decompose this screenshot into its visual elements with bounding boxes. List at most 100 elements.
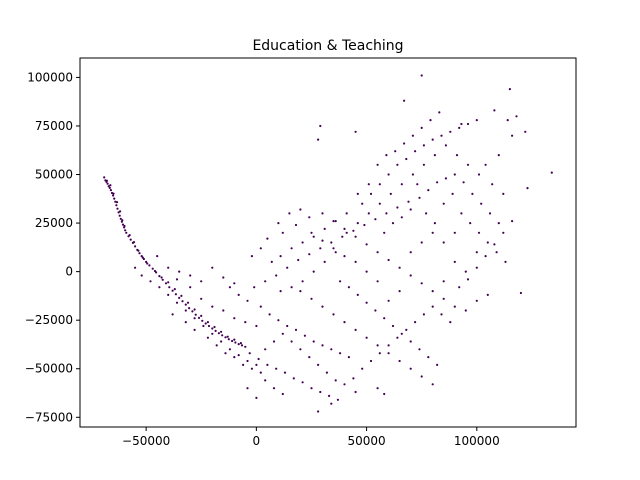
- data-point: [279, 290, 282, 293]
- data-point: [396, 336, 399, 339]
- data-point: [167, 293, 170, 296]
- data-point: [409, 208, 412, 211]
- data-point: [422, 163, 425, 166]
- data-point: [429, 119, 432, 122]
- data-point: [453, 260, 456, 263]
- data-point: [378, 183, 381, 186]
- data-point: [119, 217, 122, 220]
- plot-area-frame: [79, 57, 577, 428]
- data-point: [193, 317, 196, 320]
- data-point: [376, 344, 379, 347]
- data-point: [202, 324, 205, 328]
- data-point: [345, 231, 348, 234]
- data-point: [116, 207, 119, 210]
- data-point: [115, 201, 119, 204]
- data-points: [103, 74, 553, 413]
- data-point: [383, 231, 386, 234]
- data-point: [224, 336, 227, 339]
- data-point: [310, 387, 313, 390]
- data-point: [475, 251, 478, 254]
- y-tick-label: −25000: [25, 313, 73, 327]
- data-point: [317, 410, 320, 413]
- data-point: [493, 109, 496, 112]
- y-tick-label: 0: [65, 265, 73, 279]
- data-point: [354, 235, 357, 238]
- data-point: [396, 206, 399, 209]
- data-point: [420, 126, 423, 129]
- data-point: [436, 363, 439, 366]
- data-point: [451, 192, 454, 195]
- data-point: [171, 289, 174, 292]
- data-point: [486, 293, 489, 296]
- data-point: [228, 286, 231, 289]
- data-point: [365, 270, 368, 273]
- data-point: [141, 256, 144, 259]
- data-point: [264, 280, 267, 283]
- data-point: [491, 183, 494, 186]
- data-point: [246, 387, 249, 390]
- data-point: [224, 352, 227, 355]
- data-point: [453, 173, 456, 176]
- data-point: [121, 223, 125, 226]
- data-point: [268, 313, 271, 316]
- data-point: [411, 173, 414, 176]
- data-point: [109, 184, 112, 187]
- data-point: [484, 163, 487, 166]
- data-point: [361, 367, 364, 370]
- data-point: [385, 154, 388, 157]
- data-point: [398, 359, 401, 363]
- data-point: [160, 276, 163, 279]
- data-point: [341, 235, 344, 238]
- data-point: [200, 280, 203, 283]
- data-point: [436, 181, 439, 184]
- data-point: [189, 286, 192, 289]
- data-point: [178, 296, 181, 299]
- data-point: [323, 227, 326, 230]
- data-point: [158, 275, 161, 278]
- data-point: [206, 321, 209, 324]
- data-point: [114, 200, 117, 203]
- data-point: [440, 134, 443, 137]
- data-point: [186, 301, 190, 304]
- data-point: [387, 173, 390, 176]
- data-point: [167, 281, 170, 284]
- x-tick-label: −50000: [122, 434, 170, 448]
- data-point: [425, 212, 428, 215]
- data-point: [477, 173, 481, 176]
- data-point: [475, 119, 478, 122]
- data-point: [444, 177, 447, 180]
- data-point: [405, 157, 408, 161]
- data-point: [308, 216, 311, 219]
- data-point: [453, 305, 456, 308]
- data-point: [387, 344, 390, 347]
- data-point: [469, 222, 472, 225]
- data-point: [504, 260, 507, 263]
- data-point: [149, 280, 152, 283]
- data-point: [121, 219, 124, 222]
- data-point: [442, 297, 445, 300]
- data-point: [431, 138, 434, 141]
- data-point: [336, 398, 339, 401]
- data-point: [221, 334, 224, 337]
- data-point: [458, 286, 461, 289]
- data-point: [255, 363, 258, 366]
- data-point: [222, 309, 225, 312]
- data-point: [383, 392, 386, 396]
- data-point: [440, 313, 443, 316]
- data-point: [378, 202, 381, 205]
- data-point: [231, 339, 234, 343]
- data-point: [191, 310, 194, 313]
- y-tick-label: −75000: [25, 410, 73, 424]
- data-point: [374, 218, 377, 221]
- data-point: [250, 367, 253, 370]
- y-tick-label: 100000: [27, 70, 73, 84]
- data-point: [387, 258, 390, 262]
- data-point: [317, 363, 320, 366]
- data-point: [244, 321, 247, 324]
- data-point: [493, 243, 496, 246]
- data-point: [279, 255, 282, 258]
- data-point: [184, 303, 187, 306]
- data-point: [153, 269, 157, 273]
- data-point: [471, 192, 474, 195]
